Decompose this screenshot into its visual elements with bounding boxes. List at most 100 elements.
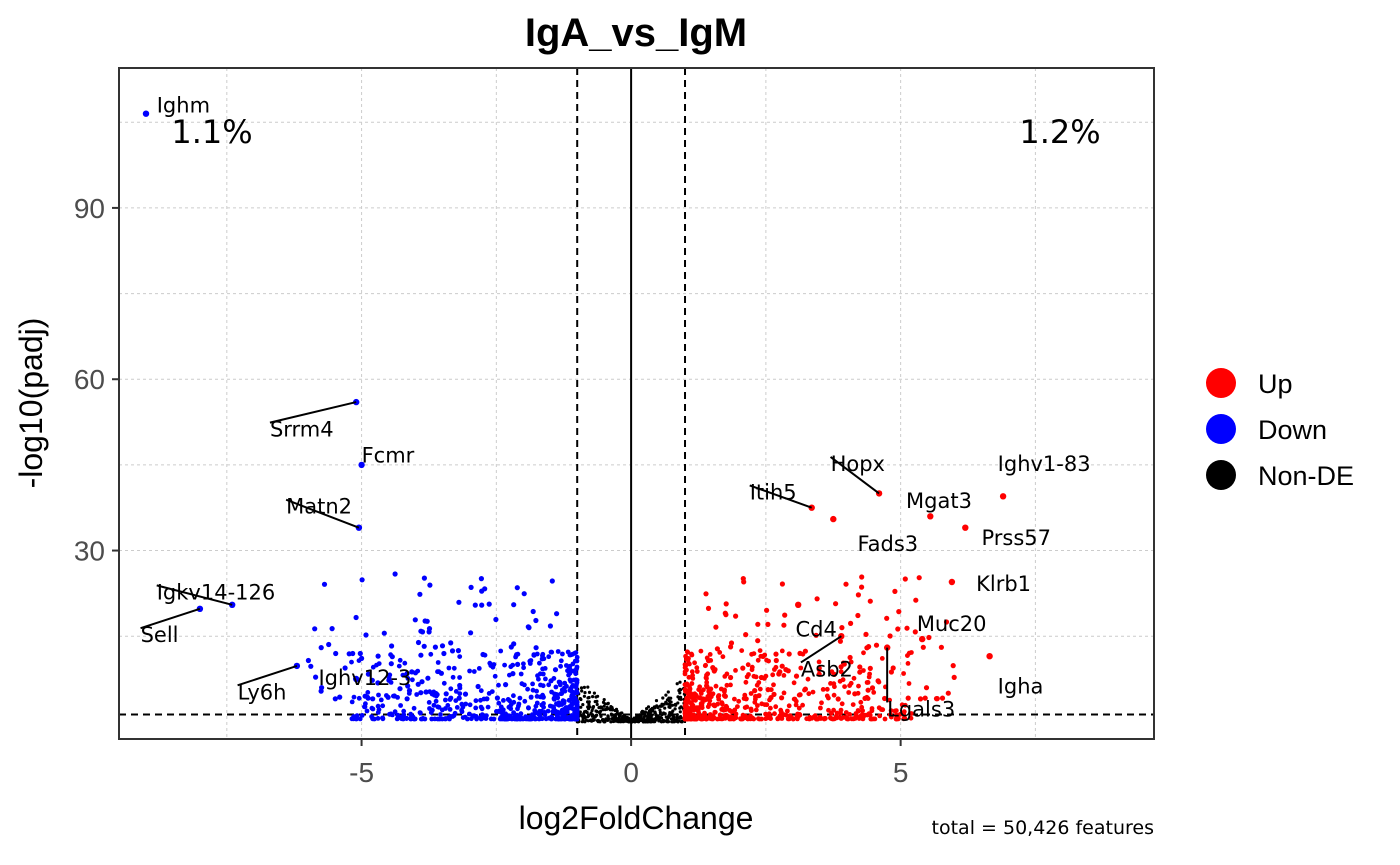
data-point xyxy=(759,701,765,707)
data-point xyxy=(950,663,956,669)
data-point xyxy=(426,629,432,635)
data-point xyxy=(501,698,506,703)
data-point xyxy=(626,716,630,721)
data-point xyxy=(562,685,567,691)
data-point xyxy=(603,702,607,706)
legend-label: Up xyxy=(1258,369,1293,399)
data-point xyxy=(785,708,790,714)
data-point xyxy=(546,715,552,721)
data-point xyxy=(692,691,698,697)
data-point xyxy=(426,700,432,705)
data-point xyxy=(332,696,338,702)
data-point xyxy=(662,711,666,715)
data-point xyxy=(668,702,672,706)
data-point xyxy=(901,716,907,722)
data-point xyxy=(691,715,696,721)
data-point xyxy=(620,711,624,715)
data-point xyxy=(771,682,776,688)
data-point xyxy=(727,708,733,713)
data-point xyxy=(670,711,674,715)
data-point xyxy=(572,700,578,706)
data-point xyxy=(525,686,530,692)
data-point xyxy=(418,652,424,658)
data-point xyxy=(920,644,926,650)
data-point xyxy=(582,685,587,690)
data-point xyxy=(587,695,591,700)
data-point xyxy=(474,716,479,721)
data-point xyxy=(689,681,695,686)
data-point xyxy=(574,654,580,660)
data-point xyxy=(819,700,824,706)
data-point xyxy=(678,680,682,684)
data-point xyxy=(728,640,735,646)
data-point xyxy=(731,716,737,722)
data-point xyxy=(566,715,572,720)
data-point xyxy=(443,706,448,711)
data-point xyxy=(610,708,614,712)
data-point xyxy=(644,714,648,718)
data-point xyxy=(389,654,395,660)
data-point xyxy=(867,665,873,672)
data-point xyxy=(779,663,785,669)
data-point xyxy=(724,671,730,677)
gene-label: Ighv12-3 xyxy=(318,666,411,690)
data-point xyxy=(857,669,863,675)
data-point xyxy=(508,644,514,650)
data-point xyxy=(779,648,785,654)
gene-label: Igha xyxy=(998,675,1044,699)
x-tick-label: 5 xyxy=(893,757,909,788)
data-point xyxy=(866,711,872,716)
data-point xyxy=(406,688,413,694)
data-point xyxy=(359,577,365,583)
data-point xyxy=(514,585,520,591)
data-point xyxy=(802,648,809,654)
data-point xyxy=(363,632,369,638)
data-point xyxy=(686,693,692,699)
data-point xyxy=(604,717,608,721)
data-point xyxy=(365,695,371,701)
data-point xyxy=(707,652,713,657)
data-point xyxy=(748,691,754,696)
data-point xyxy=(843,581,849,587)
data-point xyxy=(704,672,709,678)
x-tick-label: 0 xyxy=(623,757,639,788)
label-connector xyxy=(140,607,201,630)
data-point xyxy=(797,712,802,717)
data-point xyxy=(785,668,791,674)
data-point xyxy=(777,669,783,675)
data-point xyxy=(719,700,725,705)
data-point xyxy=(864,645,870,651)
data-point xyxy=(764,702,770,708)
data-point xyxy=(882,716,888,722)
data-point xyxy=(525,715,531,720)
data-point xyxy=(694,665,700,671)
data-point xyxy=(537,660,542,666)
data-point xyxy=(351,694,357,700)
data-point xyxy=(764,657,769,663)
data-point xyxy=(555,649,561,654)
gene-label: Mgat3 xyxy=(906,489,972,513)
x-tick-label: -5 xyxy=(349,757,374,788)
data-point xyxy=(723,601,729,607)
data-point xyxy=(678,691,682,695)
data-point xyxy=(434,692,440,698)
gene-label: Itih5 xyxy=(750,480,797,504)
data-point xyxy=(778,715,784,721)
data-point xyxy=(791,680,797,686)
data-point xyxy=(715,716,720,722)
data-point xyxy=(463,701,469,707)
data-point xyxy=(581,715,585,720)
data-point xyxy=(887,697,892,703)
data-point xyxy=(851,675,857,681)
data-point xyxy=(528,694,534,700)
data-point xyxy=(847,683,852,688)
data-point xyxy=(563,705,569,710)
data-point xyxy=(596,694,600,698)
data-point xyxy=(888,714,894,720)
data-point xyxy=(951,674,957,681)
data-point xyxy=(671,714,675,718)
data-point xyxy=(824,686,830,692)
data-point xyxy=(196,605,204,612)
data-point xyxy=(666,690,670,694)
data-point xyxy=(534,694,540,699)
